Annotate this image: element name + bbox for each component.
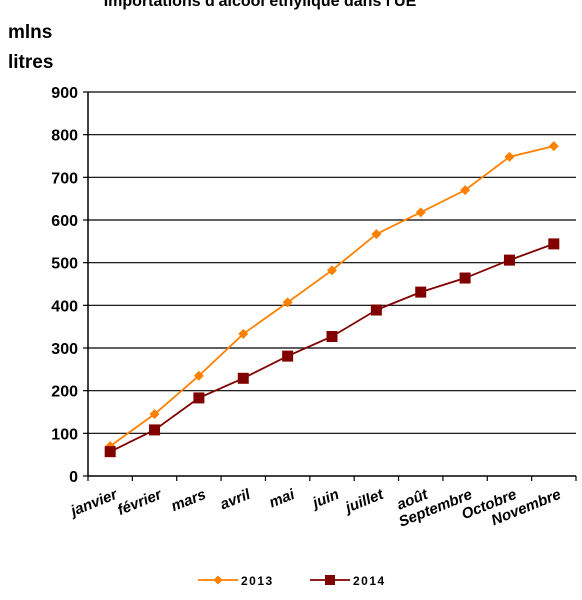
point-2013-8: [460, 185, 471, 196]
gridlines: [88, 91, 576, 434]
legend-label-2013: 2013: [241, 574, 274, 588]
x-tick-label-2: mars: [169, 486, 209, 515]
y-tick-label-600: 600: [51, 213, 78, 230]
point-2014-8: [459, 272, 471, 284]
point-2013-4: [282, 297, 293, 308]
point-2013-2: [193, 370, 204, 381]
legend-label-2014: 2014: [353, 574, 386, 588]
x-tick-label-6: juillet: [341, 486, 386, 518]
point-2013-7: [415, 207, 426, 218]
y-axis-label-line1: mlns: [8, 22, 52, 43]
point-2013-10: [548, 141, 559, 152]
y-tick-label-400: 400: [51, 298, 78, 315]
point-2013-3: [238, 328, 249, 339]
point-2013-1: [149, 409, 160, 420]
point-2014-3: [237, 372, 249, 384]
point-2013-5: [327, 265, 337, 276]
x-tick-label-5: juin: [309, 486, 342, 513]
point-2014-1: [149, 424, 161, 436]
chart-title: Importations d'alcool éthylique dans l'U…: [104, 0, 417, 10]
legend-marker-2014: [325, 575, 335, 585]
series-line-2013: [109, 145, 555, 447]
y-tick-label-100: 100: [51, 426, 78, 443]
point-2014-4: [282, 350, 294, 362]
y-tick-label-700: 700: [51, 170, 78, 187]
point-2013-6: [371, 229, 382, 240]
y-tick-label-0: 0: [69, 469, 78, 486]
y-tick-label-800: 800: [51, 128, 78, 145]
y-tick-label-300: 300: [51, 341, 78, 358]
point-2014-0: [104, 446, 116, 458]
point-2014-10: [548, 238, 560, 250]
legend-marker-2013: [213, 575, 223, 585]
series-group: [104, 141, 560, 458]
point-2014-2: [193, 392, 205, 404]
x-tick-label-3: avril: [218, 486, 254, 514]
y-tick-label-900: 900: [51, 85, 78, 102]
y-tick-label-200: 200: [51, 384, 78, 401]
y-axis-label-line2: litres: [8, 52, 53, 73]
point-2014-5: [326, 330, 338, 342]
x-tick-label-1: février: [115, 486, 165, 519]
x-tick-label-0: janvier: [67, 486, 121, 521]
y-tick-labels: 0 100 200 300 400 500 600 700 800 900: [51, 85, 78, 486]
point-2014-9: [503, 254, 515, 266]
x-tick-label-4: mai: [267, 486, 298, 512]
axes: [83, 91, 577, 481]
point-2014-7: [415, 286, 427, 298]
point-2013-9: [504, 151, 515, 162]
point-2014-6: [370, 304, 382, 316]
legend: 2013 2014: [198, 574, 386, 588]
y-tick-label-500: 500: [51, 256, 78, 273]
